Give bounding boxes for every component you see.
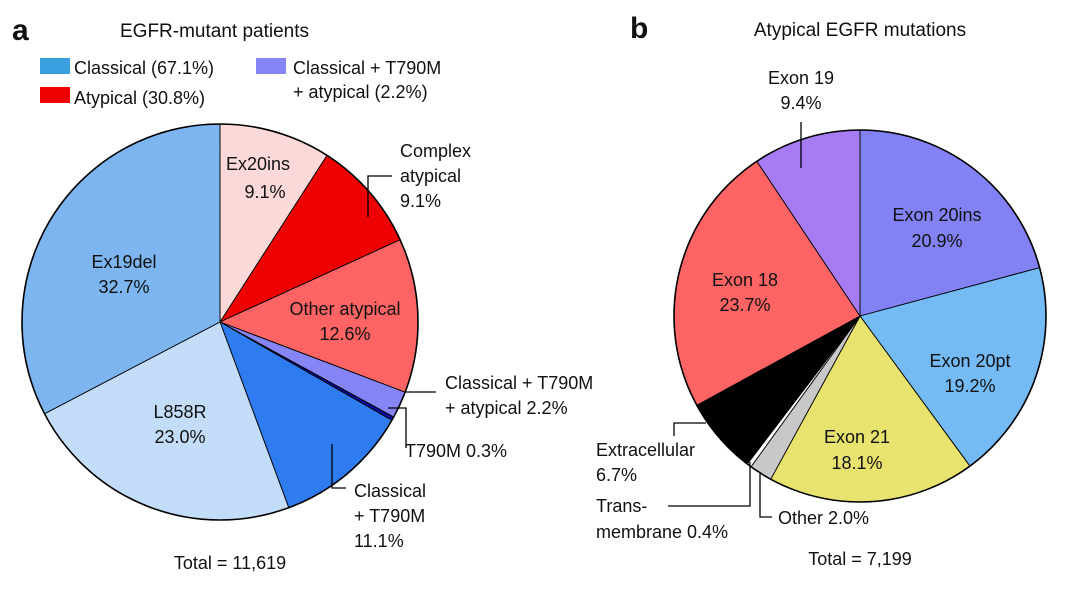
legend-swatch-classical [40, 58, 70, 74]
legend-swatch-classical-t790m-atypical [256, 58, 286, 74]
label-ex20ins-pct: 9.1% [244, 182, 285, 202]
pie-outline [673, 129, 1047, 503]
panel-b-total: Total = 7,199 [808, 549, 912, 569]
pie-chart-b [673, 129, 1047, 503]
leader-complex-atypical [367, 175, 392, 217]
label-exon20pt-name: Exon 20pt [929, 351, 1010, 371]
legend-label-classical-t790m-atypical-line1: Classical + T790M [293, 58, 441, 78]
label-transmembrane-line1: Trans- [596, 496, 647, 516]
label-classical-t790m-line2: + T790M [354, 506, 425, 526]
leader-other [759, 472, 772, 518]
label-complex-pct: 9.1% [400, 191, 441, 211]
label-complex-line2: atypical [400, 166, 461, 186]
panel-a-slice-labels: Ex20ins 9.1% Complex atypical 9.1% Other… [91, 141, 593, 551]
label-other-atypical-pct: 12.6% [319, 324, 370, 344]
label-ex20ins-name: Ex20ins [226, 154, 290, 174]
label-classical-t790m-atypical-line2: + atypical 2.2% [445, 398, 568, 418]
legend-label-classical-t790m-atypical-line2: + atypical (2.2%) [293, 82, 428, 102]
label-classical-t790m-atypical-line1: Classical + T790M [445, 373, 593, 393]
panel-b-letter: b [630, 12, 648, 45]
label-ex19del-pct: 32.7% [98, 277, 149, 297]
label-exon18-name: Exon 18 [712, 270, 778, 290]
panel-a-letter: a [12, 14, 29, 47]
label-exon19-name: Exon 19 [768, 68, 834, 88]
leader-transmembrane [668, 462, 751, 507]
label-ex19del-name: Ex19del [91, 252, 156, 272]
label-other-atypical-name: Other atypical [289, 299, 400, 319]
label-t790m: T790M 0.3% [405, 441, 507, 461]
label-extracellular-pct: 6.7% [596, 465, 637, 485]
panel-a-leaders [331, 175, 436, 489]
label-complex-line1: Complex [400, 141, 471, 161]
label-l858r-name: L858R [153, 402, 206, 422]
legend-label-atypical: Atypical (30.8%) [74, 88, 205, 108]
label-exon20pt-pct: 19.2% [944, 376, 995, 396]
panel-a-title: EGFR-mutant patients [120, 21, 309, 42]
label-exon18-pct: 23.7% [719, 295, 770, 315]
label-exon21-pct: 18.1% [831, 453, 882, 473]
leader-classical-t790m [331, 444, 346, 489]
label-extracellular-name: Extracellular [596, 440, 695, 460]
panel-a-total: Total = 11,619 [174, 553, 286, 573]
panel-a-legend: Classical (67.1%) Atypical (30.8%) Class… [40, 58, 441, 108]
legend-label-classical: Classical (67.1%) [74, 58, 214, 78]
pie-outline [21, 123, 419, 521]
label-exon20ins-name: Exon 20ins [892, 205, 981, 225]
panel-b-title: Atypical EGFR mutations [754, 20, 966, 41]
pie-chart-a [21, 123, 419, 521]
panel-b-slice-labels: Exon 19 9.4% Exon 20ins 20.9% Exon 20pt … [596, 68, 1011, 542]
label-transmembrane-line2: membrane 0.4% [596, 522, 728, 542]
label-classical-t790m-line1: Classical [354, 481, 426, 501]
label-classical-t790m-pct: 11.1% [354, 531, 404, 551]
panel-b-leaders [668, 122, 802, 518]
label-exon21-name: Exon 21 [824, 427, 890, 447]
leader-extracellular [673, 422, 706, 436]
leader-t790m [388, 407, 407, 448]
label-l858r-pct: 23.0% [154, 427, 205, 447]
label-exon19-pct: 9.4% [780, 93, 821, 113]
label-exon20ins-pct: 20.9% [911, 231, 962, 251]
legend-swatch-atypical [40, 87, 70, 103]
label-other: Other 2.0% [778, 508, 869, 528]
